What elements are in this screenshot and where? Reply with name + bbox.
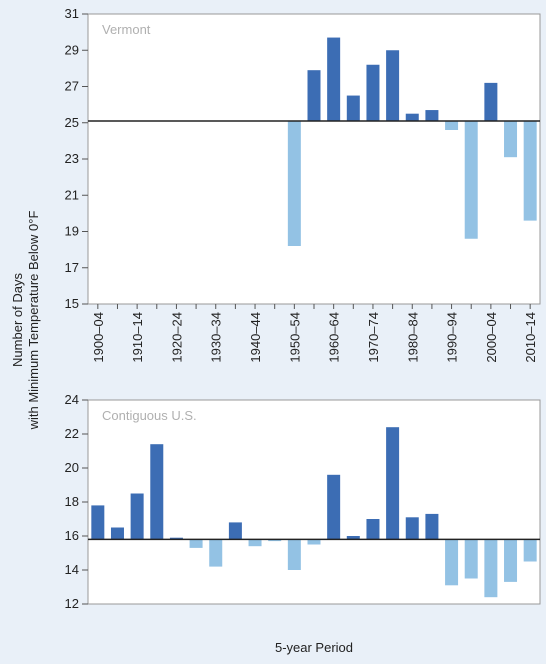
bar	[504, 539, 518, 582]
bar	[523, 120, 537, 221]
x-tick-label: 2010–14	[523, 312, 538, 363]
bar	[287, 120, 301, 246]
y-tick-label: 31	[65, 6, 79, 21]
bar	[150, 444, 164, 540]
bar	[346, 95, 360, 121]
x-tick-label: 1940–44	[248, 312, 263, 363]
x-tick-label: 1960–64	[327, 312, 342, 363]
bar	[307, 539, 321, 545]
x-tick-label: 1970–74	[366, 312, 381, 363]
bar	[327, 37, 341, 121]
bar	[464, 120, 478, 239]
y-tick-label: 18	[65, 494, 79, 509]
bar	[464, 539, 478, 579]
y-tick-label: 20	[65, 460, 79, 475]
y-tick-label: 23	[65, 151, 79, 166]
bar	[366, 64, 380, 121]
x-tick-label: 1990–94	[445, 312, 460, 363]
y-tick-label: 29	[65, 42, 79, 57]
panel-title: Contiguous U.S.	[102, 408, 197, 423]
y-tick-label: 16	[65, 528, 79, 543]
bar	[327, 474, 341, 540]
bar	[405, 113, 419, 121]
panel-title: Vermont	[102, 22, 151, 37]
y-axis-label: Number of Days	[10, 273, 25, 367]
x-tick-label: 1950–54	[287, 312, 302, 363]
bar	[91, 505, 105, 540]
bar	[110, 527, 124, 540]
bar	[346, 536, 360, 540]
bar	[425, 110, 439, 121]
y-tick-label: 14	[65, 562, 79, 577]
x-tick-label: 1980–84	[405, 312, 420, 363]
x-tick-label: 1930–34	[209, 312, 224, 363]
bar	[307, 70, 321, 121]
bar	[425, 513, 439, 540]
bar	[209, 539, 223, 567]
y-tick-label: 17	[65, 260, 79, 275]
x-tick-label: 1910–14	[130, 312, 145, 363]
y-tick-label: 27	[65, 79, 79, 94]
bar	[445, 120, 459, 130]
y-tick-label: 22	[65, 426, 79, 441]
bar	[523, 539, 537, 562]
bar	[484, 82, 498, 121]
x-tick-label: 1920–24	[169, 312, 184, 363]
bar	[366, 519, 380, 540]
x-tick-label: 2000–04	[484, 312, 499, 363]
bar	[386, 427, 400, 540]
x-axis-label: 5-year Period	[275, 640, 353, 655]
bar	[268, 539, 282, 542]
bar	[248, 539, 262, 547]
bar	[405, 517, 419, 540]
bar	[504, 120, 518, 158]
bar	[386, 50, 400, 121]
bar	[189, 539, 203, 548]
bar	[130, 493, 144, 540]
plot-area	[87, 399, 541, 605]
y-tick-label: 21	[65, 187, 79, 202]
y-tick-label: 24	[65, 392, 79, 407]
plot-area	[87, 13, 541, 305]
bar	[445, 539, 459, 586]
y-tick-label: 25	[65, 115, 79, 130]
y-tick-label: 19	[65, 224, 79, 239]
bar	[228, 522, 242, 540]
y-tick-label: 12	[65, 596, 79, 611]
bar	[287, 539, 301, 570]
y-axis-label: with Minimum Temperature Below 0°F	[26, 211, 41, 431]
y-tick-label: 15	[65, 296, 79, 311]
bar	[484, 539, 498, 598]
bar	[169, 537, 183, 540]
x-tick-label: 1900–04	[91, 312, 106, 363]
